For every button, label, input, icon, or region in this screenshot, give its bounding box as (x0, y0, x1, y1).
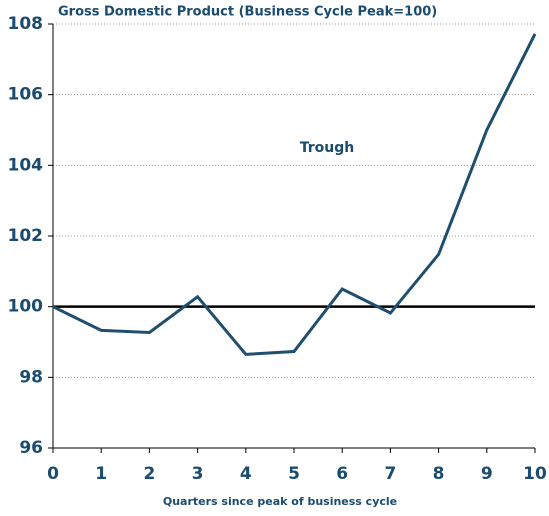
chart-title: Gross Domestic Product (Business Cycle P… (58, 5, 437, 20)
y-tick-label: 104 (8, 155, 44, 175)
x-tick-label: 6 (336, 464, 348, 484)
data-line (52, 33, 537, 356)
x-tick-label: 2 (143, 464, 155, 484)
x-tick-label: 5 (288, 464, 300, 484)
y-tick-label: 106 (8, 85, 44, 105)
x-tick-label: 9 (481, 464, 493, 484)
y-tick-label: 108 (8, 14, 44, 34)
y-tick-label: 100 (8, 297, 44, 317)
x-tick-label: 3 (192, 464, 204, 484)
y-tick-label: 102 (8, 226, 44, 246)
y-tick-label: 98 (19, 367, 43, 387)
x-tick-label: 8 (433, 464, 445, 484)
x-tick-label: 4 (240, 464, 252, 484)
x-axis-label: Quarters since peak of business cycle (163, 495, 397, 508)
x-tick-label: 1 (95, 464, 107, 484)
annotation: Trough (300, 140, 355, 156)
y-tick-label: 96 (19, 438, 43, 458)
x-tick-label: 0 (47, 464, 59, 484)
x-tick-label: 10 (523, 464, 547, 484)
x-tick-label: 7 (384, 464, 396, 484)
